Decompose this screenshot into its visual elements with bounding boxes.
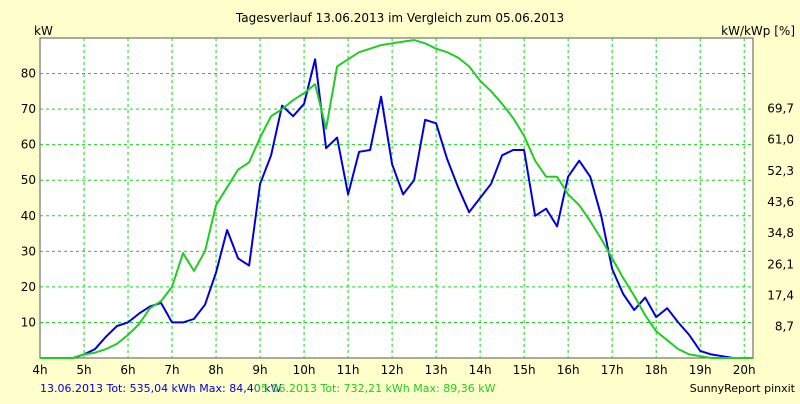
x-tick-label: 4h: [32, 363, 47, 377]
credit-text: SunnyReport pinxit: [690, 382, 796, 395]
y-tick-label-left: 60: [21, 138, 36, 152]
y-tick-label-right: 17,4: [767, 288, 794, 302]
grid-layer: [40, 38, 753, 358]
y-tick-label-right: 69,7: [767, 101, 794, 115]
x-tick-label: 20h: [733, 363, 756, 377]
y-tick-label-left: 40: [21, 209, 36, 223]
x-tick-label: 10h: [293, 363, 316, 377]
x-tick-label: 9h: [252, 363, 267, 377]
x-tick-label: 14h: [469, 363, 492, 377]
y-tick-label-left: 70: [21, 102, 36, 116]
y-tick-label-left: 20: [21, 280, 36, 294]
x-tick-label: 13h: [425, 363, 448, 377]
series-line-1: [40, 58, 734, 359]
legend-series-1: 13.06.2013 Tot: 535,04 kWh Max: 84,40 kW: [40, 382, 282, 395]
series-layer: [40, 39, 753, 359]
x-tick-label: 7h: [164, 363, 179, 377]
x-tick-label: 19h: [689, 363, 712, 377]
legend-series-2: 05.06.2013 Tot: 732,21 kWh Max: 89,36 kW: [254, 382, 496, 395]
y-tick-label-left: 50: [21, 173, 36, 187]
y-axis-label-right: kW/kWp [%]: [721, 24, 795, 38]
y-tick-label-left: 10: [21, 315, 36, 329]
y-tick-label-left: 80: [21, 67, 36, 81]
x-tick-label: 5h: [76, 363, 91, 377]
y-tick-label-right: 34,8: [767, 226, 794, 240]
x-tick-label: 15h: [513, 363, 536, 377]
y-axis-label-left: kW: [34, 24, 53, 38]
x-tick-label: 6h: [120, 363, 135, 377]
y-tick-label-left: 30: [21, 244, 36, 258]
y-tick-label-right: 43,6: [767, 195, 794, 209]
series-line-2: [40, 39, 753, 359]
y-tick-label-right: 52,3: [767, 164, 794, 178]
x-tick-label: 18h: [645, 363, 668, 377]
x-tick-label: 8h: [208, 363, 223, 377]
y-tick-label-right: 8,7: [775, 320, 794, 334]
x-tick-label: 11h: [337, 363, 360, 377]
y-tick-label-right: 61,0: [767, 133, 794, 147]
x-tick-label: 12h: [381, 363, 404, 377]
x-tick-label: 17h: [601, 363, 624, 377]
tick-labels: 4h 5h 6h 7h 8h 9h 10h 11h 12h 13h 14h 15h 16h 17h 18h 1…: [21, 67, 794, 377]
y-tick-label-right: 26,1: [767, 257, 794, 271]
plot-area: [39, 37, 754, 359]
chart-title: Tagesverlauf 13.06.2013 im Vergleich zum…: [235, 11, 564, 25]
x-tick-label: 16h: [557, 363, 580, 377]
